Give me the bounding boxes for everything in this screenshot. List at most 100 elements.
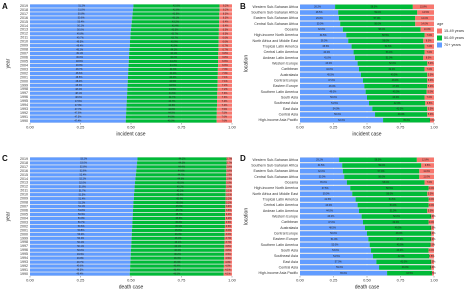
data-label: 50.2% bbox=[77, 241, 85, 244]
bar-segment bbox=[225, 201, 232, 205]
data-label: 47.0% bbox=[328, 79, 336, 82]
data-label: 58.0% bbox=[371, 5, 379, 8]
data-label: 44.7% bbox=[178, 173, 186, 176]
bar-segment bbox=[131, 240, 225, 244]
data-label: 4.0% bbox=[225, 265, 231, 268]
y-tick-label: High-income Asia Pacific bbox=[258, 271, 298, 275]
bar-segment bbox=[300, 168, 343, 174]
data-label: 46.4% bbox=[174, 265, 182, 268]
bar-segment bbox=[372, 106, 428, 112]
legend-label: 15-49 years bbox=[444, 29, 464, 33]
y-tick-label: Southeast Asia bbox=[274, 254, 298, 258]
data-label: 5.0% bbox=[428, 85, 434, 88]
data-label: 50.3% bbox=[77, 237, 85, 240]
bar-segment bbox=[300, 202, 358, 208]
bar-segment bbox=[127, 79, 218, 83]
y-tick-label: 2004 bbox=[20, 63, 28, 67]
data-label: 46.1% bbox=[175, 241, 183, 244]
bar-segment bbox=[132, 16, 220, 20]
bar-segment bbox=[224, 236, 232, 240]
data-label: 42.0% bbox=[394, 102, 402, 105]
bar-segment bbox=[364, 83, 428, 89]
bar-segment bbox=[135, 181, 226, 185]
bar-segment bbox=[131, 20, 220, 24]
bar-segment bbox=[132, 228, 225, 232]
data-label: 44.0% bbox=[326, 209, 334, 212]
bar-segment bbox=[354, 55, 424, 61]
bar-segment bbox=[126, 103, 218, 107]
bar-segment bbox=[126, 95, 218, 99]
bar-segment bbox=[30, 95, 127, 99]
bar-segment bbox=[218, 51, 232, 56]
bar-segment bbox=[30, 8, 134, 12]
bar-segment bbox=[300, 66, 359, 72]
bar-segment bbox=[132, 220, 225, 225]
data-label: 57.0% bbox=[335, 260, 343, 263]
bar-segment bbox=[130, 264, 224, 268]
bar-segment bbox=[219, 8, 232, 12]
bar-segment bbox=[130, 252, 225, 256]
data-label: 50.2% bbox=[77, 24, 85, 27]
data-label: 51.5% bbox=[331, 102, 339, 105]
bar-segment bbox=[423, 38, 434, 44]
y-tick-label: 1991 bbox=[20, 268, 28, 272]
data-label: 45.7% bbox=[176, 213, 184, 216]
data-label: 44.2% bbox=[170, 56, 178, 59]
x-axis-title: incident case bbox=[116, 131, 145, 137]
data-label: 4.0% bbox=[429, 198, 435, 201]
bar-segment bbox=[223, 264, 232, 268]
y-tick-label: Western Europe bbox=[272, 61, 298, 65]
bar-segment bbox=[128, 59, 219, 64]
bar-segment bbox=[217, 83, 232, 87]
bar-segment bbox=[218, 44, 232, 48]
bar-segment bbox=[300, 225, 365, 231]
bar-segment bbox=[135, 173, 227, 177]
bar-segment bbox=[30, 165, 137, 169]
data-label: 43.0% bbox=[325, 62, 333, 65]
y-tick-label: 1992 bbox=[20, 264, 28, 268]
bar-segment bbox=[362, 219, 429, 225]
bar-segment bbox=[30, 36, 131, 40]
y-tick-label: Caribbean bbox=[281, 67, 298, 71]
bar-segment bbox=[127, 75, 218, 79]
data-label: 49.4% bbox=[77, 273, 85, 276]
x-tick-label: 0.50 bbox=[127, 278, 136, 283]
bar-segment bbox=[225, 212, 232, 217]
bar-segment bbox=[218, 36, 232, 40]
data-label: 56.0% bbox=[386, 192, 394, 195]
data-label: 44.6% bbox=[169, 88, 177, 91]
data-label: 43.0% bbox=[325, 204, 333, 207]
data-label: 56.0% bbox=[374, 22, 382, 25]
y-tick-label: 1999 bbox=[20, 236, 28, 240]
data-label: 6.6% bbox=[223, 40, 229, 43]
data-label: 62.0% bbox=[338, 119, 346, 122]
x-tick-label: 0.25 bbox=[330, 278, 339, 283]
bar-segment bbox=[357, 61, 428, 66]
bar-segment bbox=[431, 236, 434, 242]
data-label: 50.7% bbox=[78, 221, 86, 224]
bar-segment bbox=[30, 119, 126, 123]
data-label: 3.4% bbox=[226, 217, 232, 220]
data-label: 7.0% bbox=[222, 68, 228, 71]
bar-segment bbox=[300, 157, 340, 163]
data-label: 51.2% bbox=[78, 201, 86, 204]
data-label: 52.0% bbox=[389, 62, 397, 65]
bar-segment bbox=[424, 95, 434, 100]
y-tick-label: 2008 bbox=[20, 48, 28, 52]
y-tick-label: 2014 bbox=[20, 177, 28, 181]
data-label: 45.0% bbox=[168, 120, 176, 123]
data-label: 48.4% bbox=[75, 80, 83, 83]
bar-segment bbox=[300, 180, 347, 185]
data-label: 45.0% bbox=[177, 181, 185, 184]
data-label: 4.0% bbox=[429, 187, 435, 190]
data-label: 48.7% bbox=[76, 68, 84, 71]
bar-segment bbox=[217, 79, 232, 83]
bar-segment bbox=[133, 4, 220, 8]
bar-segment bbox=[30, 216, 133, 221]
data-label: 10.0% bbox=[424, 28, 432, 31]
bar-segment bbox=[30, 181, 136, 185]
bar-segment bbox=[30, 161, 138, 165]
x-tick-label: 1.00 bbox=[430, 278, 439, 283]
data-label: 52.0% bbox=[393, 215, 401, 218]
data-label: 35.0% bbox=[403, 119, 411, 122]
